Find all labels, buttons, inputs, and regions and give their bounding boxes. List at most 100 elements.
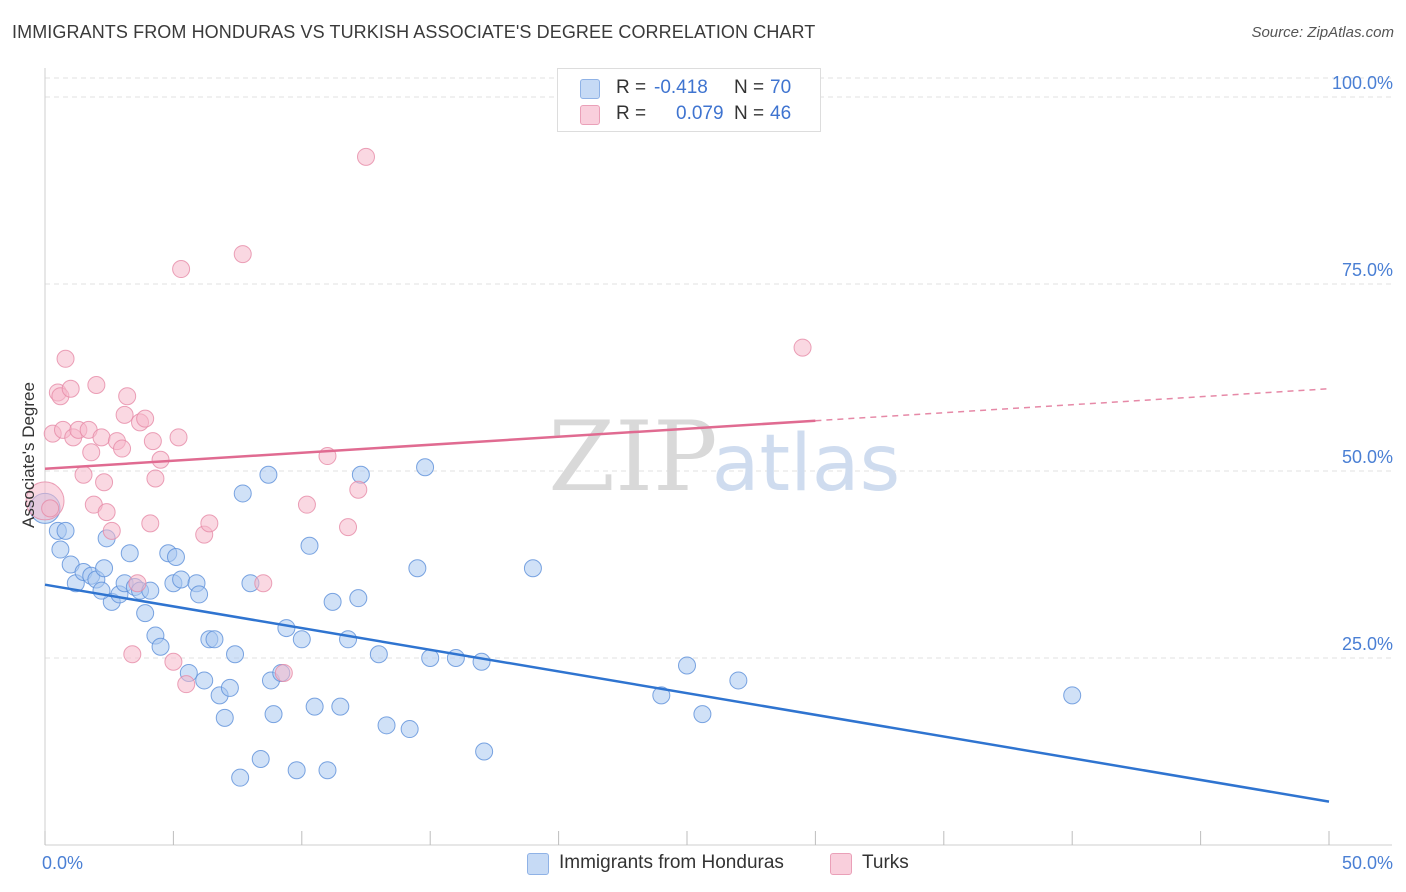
point-turks [87,375,106,394]
point-turks [92,428,111,447]
point-turks [233,245,252,264]
point-honduras [205,630,224,649]
trend-line-honduras [44,583,1330,803]
point-turks [74,465,93,484]
point-honduras [349,589,368,608]
point-honduras [331,697,350,716]
y-tick-label: 75.0% [1342,260,1393,280]
point-turks [141,514,160,533]
point-turks [339,518,358,537]
point-turks [274,663,293,682]
x-tick-label: 0.0% [42,853,83,873]
legend-swatch-blue [580,79,600,99]
point-honduras [475,742,494,761]
tick-layer: 25.0% 50.0% 75.0% 100.0% 0.0% 50.0% [42,73,1393,873]
point-turks [115,405,134,424]
point-honduras [369,645,388,664]
point-honduras [678,656,696,675]
point-honduras [351,465,370,484]
point-honduras [693,705,712,724]
point-honduras [136,604,155,623]
r-label: R = [616,77,647,98]
point-honduras [323,592,342,611]
r-value: -0.418 [654,77,708,98]
legend-label-honduras: Immigrants from Honduras [559,852,784,873]
point-honduras [277,619,296,638]
point-honduras [729,671,748,690]
point-turks [793,338,812,357]
point-honduras [400,720,419,739]
point-honduras [421,649,440,667]
point-honduras [231,768,250,787]
point-turks [297,495,316,514]
point-honduras [416,458,435,477]
y-tick-label: 25.0% [1342,634,1393,654]
point-turks [113,439,132,458]
n-value: 46 [770,103,792,124]
point-honduras [226,645,245,664]
n-value: 70 [770,77,792,98]
point-turks [97,503,116,522]
series-layer [25,147,1082,787]
watermark-zip: ZIP [548,401,717,513]
point-honduras [95,559,114,578]
watermark-atlas: atlas [712,419,901,509]
point-honduras [305,697,324,716]
point-honduras [195,671,214,690]
point-honduras [292,630,311,649]
point-honduras [300,536,319,555]
point-turks [177,675,196,694]
point-honduras [523,559,542,578]
stats-legend: R = -0.418 N = 70 R = 0.079 N = 46 [557,68,821,132]
n-label: N = [734,77,765,98]
legend-swatch-blue [527,853,549,875]
point-honduras [472,652,491,671]
point-turks [357,147,375,166]
point-turks [169,428,188,447]
n-label: N = [734,103,765,124]
trend-line-turks [44,419,816,471]
source-label: Source: ZipAtlas.com [1251,24,1394,41]
r-label: R = [616,103,647,124]
point-honduras [151,637,170,656]
point-honduras [377,716,396,735]
point-turks [41,499,60,518]
y-tick-label: 50.0% [1342,447,1393,467]
point-honduras [287,761,306,780]
trend-line-extension-turks [815,387,1330,422]
point-honduras [1063,686,1082,705]
legend-swatch-pink [580,105,600,125]
point-honduras [92,581,111,600]
grid [45,77,1392,659]
point-honduras [120,544,139,563]
point-turks [200,514,219,533]
point-turks [172,260,191,279]
axes [44,68,1392,846]
point-honduras [215,708,234,727]
y-tick-label: 100.0% [1332,73,1393,93]
point-turks [143,432,162,451]
point-honduras [190,585,209,604]
point-honduras [166,548,185,567]
point-turks [82,443,101,462]
chart-title: IMMIGRANTS FROM HONDURAS VS TURKISH ASSO… [12,22,816,42]
point-turks [123,645,142,664]
legend-label-turks: Turks [862,852,909,873]
point-turks [136,409,155,428]
point-honduras [652,686,671,705]
point-turks [146,469,165,488]
x-tick-label: 50.0% [1342,853,1393,873]
point-honduras [264,705,283,724]
point-turks [254,574,273,593]
point-honduras [172,570,191,589]
point-honduras [259,465,278,484]
point-turks [61,379,80,398]
point-turks [349,480,368,499]
point-turks [164,652,183,671]
point-turks [151,450,170,469]
point-honduras [318,761,337,780]
point-turks [56,349,75,368]
y-axis-label: Associate's Degree [19,382,38,528]
point-turks [118,387,137,406]
